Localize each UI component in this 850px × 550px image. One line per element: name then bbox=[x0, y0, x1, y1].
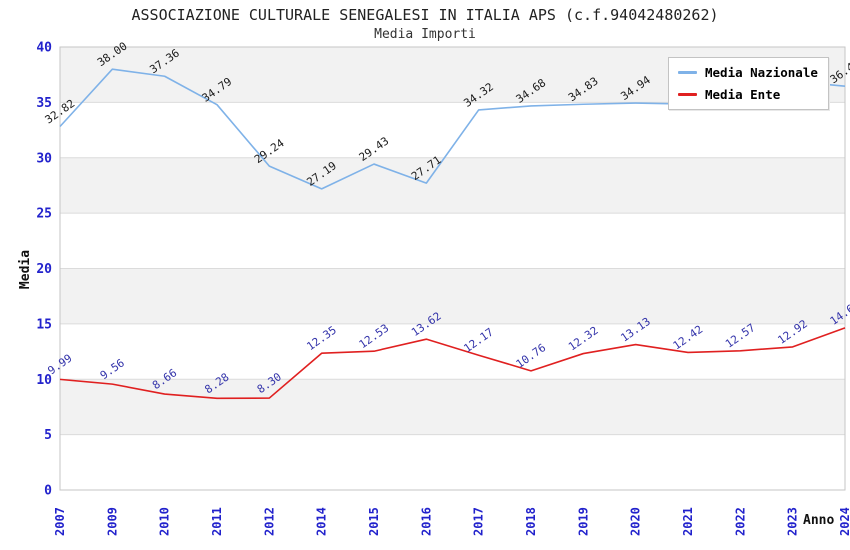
y-tick-label: 20 bbox=[36, 262, 52, 277]
y-tick-label: 35 bbox=[36, 96, 52, 111]
x-tick-label: 2009 bbox=[105, 507, 119, 536]
chart-title: ASSOCIAZIONE CULTURALE SENEGALESI IN ITA… bbox=[131, 6, 719, 24]
x-tick-label: 2017 bbox=[472, 507, 486, 536]
x-tick-label: 2022 bbox=[733, 507, 747, 536]
x-tick-label: 2010 bbox=[158, 507, 172, 536]
plot-band bbox=[60, 213, 845, 269]
x-tick-label: 2011 bbox=[210, 507, 224, 536]
y-tick-label: 30 bbox=[36, 151, 52, 166]
x-tick-label: 2023 bbox=[786, 507, 800, 536]
y-tick-label: 0 bbox=[44, 484, 52, 499]
x-tick-label: 2020 bbox=[629, 507, 643, 536]
plot-band bbox=[60, 268, 845, 324]
media-ente-line bbox=[59, 327, 846, 400]
x-axis-title: Anno bbox=[803, 513, 835, 528]
x-tick-label: 2014 bbox=[315, 507, 329, 536]
y-tick-label: 5 bbox=[44, 428, 52, 443]
plot-band bbox=[60, 102, 845, 158]
legend: Media Nazionale Media Ente bbox=[668, 57, 829, 110]
x-tick-label: 2021 bbox=[681, 507, 695, 536]
chart-subtitle: Media Importi bbox=[374, 27, 476, 42]
y-tick-label: 10 bbox=[36, 373, 52, 388]
plot-border bbox=[59, 46, 846, 491]
x-tick-label: 2007 bbox=[53, 507, 67, 536]
x-tick-label: 2015 bbox=[367, 507, 381, 536]
y-tick-label: 15 bbox=[36, 317, 52, 332]
legend-item-media-nazionale: Media Nazionale bbox=[678, 65, 818, 80]
x-tick-label: 2024 bbox=[838, 507, 850, 536]
y-tick-label: 25 bbox=[36, 207, 52, 222]
media-nazionale-swatch-icon bbox=[678, 71, 697, 74]
x-tick-label: 2019 bbox=[576, 507, 590, 536]
plot-band bbox=[60, 434, 845, 490]
legend-label: Media Nazionale bbox=[705, 65, 818, 80]
media-ente-swatch-icon bbox=[678, 93, 697, 96]
x-tick-label: 2012 bbox=[262, 507, 276, 536]
plot-band bbox=[60, 157, 845, 214]
x-tick-label: 2018 bbox=[524, 507, 538, 536]
plot-band bbox=[60, 379, 845, 435]
legend-label: Media Ente bbox=[705, 87, 781, 102]
legend-item-media-ente: Media Ente bbox=[678, 87, 818, 102]
x-tick-label: 2016 bbox=[419, 507, 433, 536]
y-tick-label: 40 bbox=[36, 41, 52, 56]
